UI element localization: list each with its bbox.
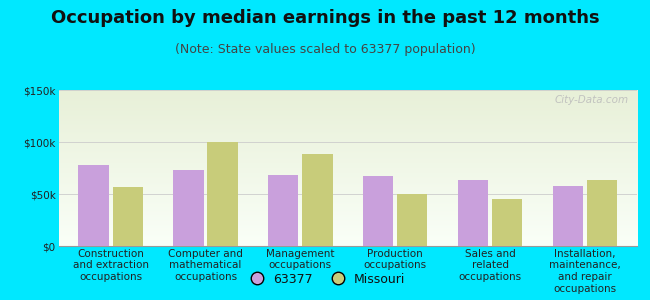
Bar (207, 142, 238, 246)
Bar (552, 186, 583, 246)
Text: (Note: State values scaled to 63377 population): (Note: State values scaled to 63377 popu… (175, 44, 475, 56)
Bar (458, 181, 488, 246)
Bar (587, 181, 617, 246)
Bar (492, 199, 522, 246)
Legend: 63377, Missouri: 63377, Missouri (239, 268, 411, 291)
Bar (397, 194, 428, 246)
Bar (268, 175, 298, 246)
Bar (302, 154, 333, 246)
Text: Occupation by median earnings in the past 12 months: Occupation by median earnings in the pas… (51, 9, 599, 27)
Text: City-Data.com: City-Data.com (554, 95, 629, 105)
Bar (79, 165, 109, 246)
Bar (363, 176, 393, 246)
Bar (174, 170, 203, 246)
Bar (112, 187, 143, 246)
